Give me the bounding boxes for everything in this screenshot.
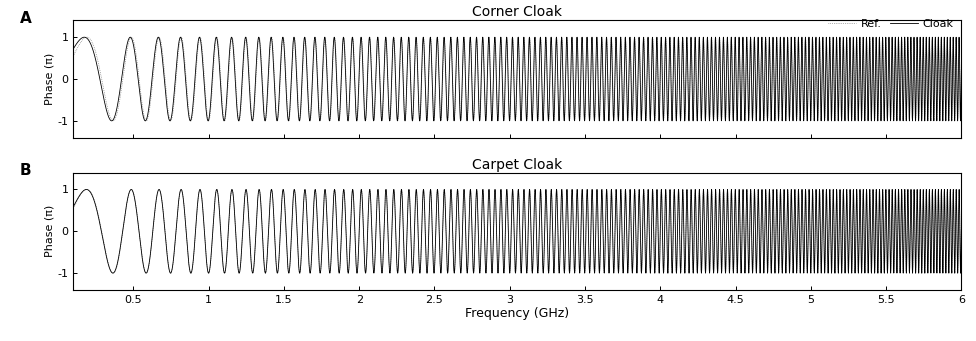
Cloak xyxy=(704,116,715,120)
Cloak xyxy=(67,47,79,51)
Cloak xyxy=(898,238,910,242)
Cloak xyxy=(67,205,79,209)
Y-axis label: Phase (π): Phase (π) xyxy=(45,205,55,257)
Ref. xyxy=(604,67,616,71)
Ref. xyxy=(637,38,649,42)
Cloak xyxy=(943,119,955,123)
Ref. xyxy=(956,229,967,233)
Ref. xyxy=(289,188,301,192)
Ref. xyxy=(67,206,79,210)
Ref. xyxy=(487,239,499,243)
Cloak xyxy=(898,82,910,86)
Cloak xyxy=(289,38,301,42)
Ref. xyxy=(407,271,419,275)
Ref. xyxy=(898,240,910,244)
X-axis label: Frequency (GHz): Frequency (GHz) xyxy=(466,308,569,321)
Title: Corner Cloak: Corner Cloak xyxy=(472,5,562,19)
Cloak xyxy=(124,35,136,39)
Ref. xyxy=(507,188,518,192)
Cloak xyxy=(637,191,649,195)
Text: A: A xyxy=(20,11,31,26)
Cloak xyxy=(637,36,649,40)
Cloak xyxy=(956,227,967,232)
Legend: Ref., Cloak: Ref., Cloak xyxy=(826,17,956,31)
Ref. xyxy=(67,54,79,58)
Ref. xyxy=(704,114,715,118)
Cloak xyxy=(604,60,616,64)
Y-axis label: Phase (π): Phase (π) xyxy=(45,53,55,105)
Ref. xyxy=(637,191,649,195)
Cloak xyxy=(704,265,715,269)
Cloak xyxy=(956,68,967,72)
Ref. xyxy=(604,219,616,223)
Cloak xyxy=(289,188,301,192)
Cloak xyxy=(538,271,549,275)
Line: Cloak: Cloak xyxy=(73,190,961,273)
Cloak xyxy=(487,239,499,243)
Ref. xyxy=(289,35,301,40)
Cloak xyxy=(604,220,616,224)
Line: Ref.: Ref. xyxy=(73,190,961,273)
Ref. xyxy=(487,87,499,91)
Line: Cloak: Cloak xyxy=(73,37,961,121)
Text: B: B xyxy=(20,163,31,178)
Cloak xyxy=(487,78,499,82)
Ref. xyxy=(407,119,419,123)
Ref. xyxy=(704,266,715,270)
Ref. xyxy=(956,77,967,81)
Line: Ref.: Ref. xyxy=(73,37,961,121)
Ref. xyxy=(507,35,518,39)
Ref. xyxy=(898,88,910,92)
Title: Carpet Cloak: Carpet Cloak xyxy=(472,158,562,172)
Cloak xyxy=(749,188,760,192)
